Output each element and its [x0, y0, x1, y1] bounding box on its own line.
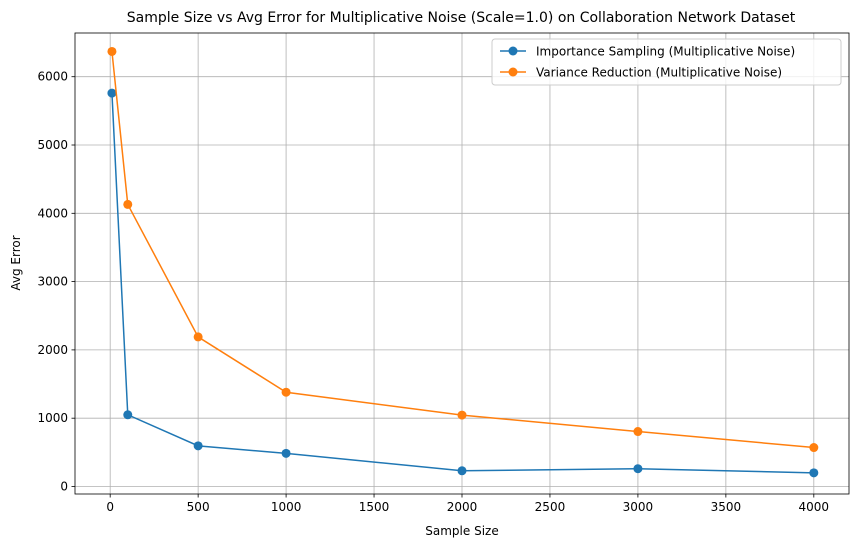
y-tick-label: 2000	[37, 343, 68, 357]
data-point	[107, 88, 117, 98]
legend: Importance Sampling (Multiplicative Nois…	[491, 38, 842, 86]
series-2	[107, 46, 819, 453]
data-point	[633, 427, 643, 437]
x-axis-label: Sample Size	[425, 524, 498, 538]
series-line	[111, 51, 814, 449]
legend-box	[491, 38, 842, 86]
legend-label: Importance Sampling (Multiplicative Nois…	[536, 45, 795, 59]
x-tick-label: 2000	[447, 500, 478, 514]
data-point	[809, 468, 819, 478]
data-point	[633, 464, 643, 474]
data-point	[809, 443, 819, 453]
x-tick-label: 1500	[359, 500, 390, 514]
data-point	[123, 199, 133, 209]
y-tick-label: 5000	[37, 138, 68, 152]
y-tick-label: 3000	[37, 275, 68, 289]
legend-marker	[508, 67, 518, 77]
data-point	[123, 410, 133, 420]
x-tick-label: 3000	[623, 500, 654, 514]
x-tick-label: 0	[106, 500, 114, 514]
y-tick-label: 1000	[37, 411, 68, 425]
data-point	[193, 441, 203, 451]
x-tick-label: 500	[187, 500, 210, 514]
series-layer	[107, 46, 819, 478]
x-tick-label: 2500	[535, 500, 566, 514]
x-tick-label: 3500	[711, 500, 742, 514]
data-point	[457, 410, 467, 420]
ticks: 0 500 1000 1500 2000 2500 3000 3500 4000 0 1000 200…	[37, 70, 829, 514]
grid	[75, 33, 849, 494]
data-point	[281, 448, 291, 458]
y-tick-label: 0	[60, 479, 68, 493]
data-point	[193, 332, 203, 342]
data-point	[281, 387, 291, 397]
x-tick-label: 4000	[799, 500, 830, 514]
x-tick-label: 1000	[271, 500, 302, 514]
y-tick-label: 4000	[37, 206, 68, 220]
legend-label: Variance Reduction (Multiplicative Noise…	[536, 66, 782, 80]
y-tick-label: 6000	[37, 70, 68, 84]
y-axis-label: Avg Error	[9, 235, 23, 290]
data-point	[107, 46, 117, 56]
legend-marker	[508, 46, 518, 56]
series-1	[107, 88, 819, 478]
data-point	[457, 466, 467, 476]
chart-title: Sample Size vs Avg Error for Multiplicat…	[127, 10, 796, 26]
